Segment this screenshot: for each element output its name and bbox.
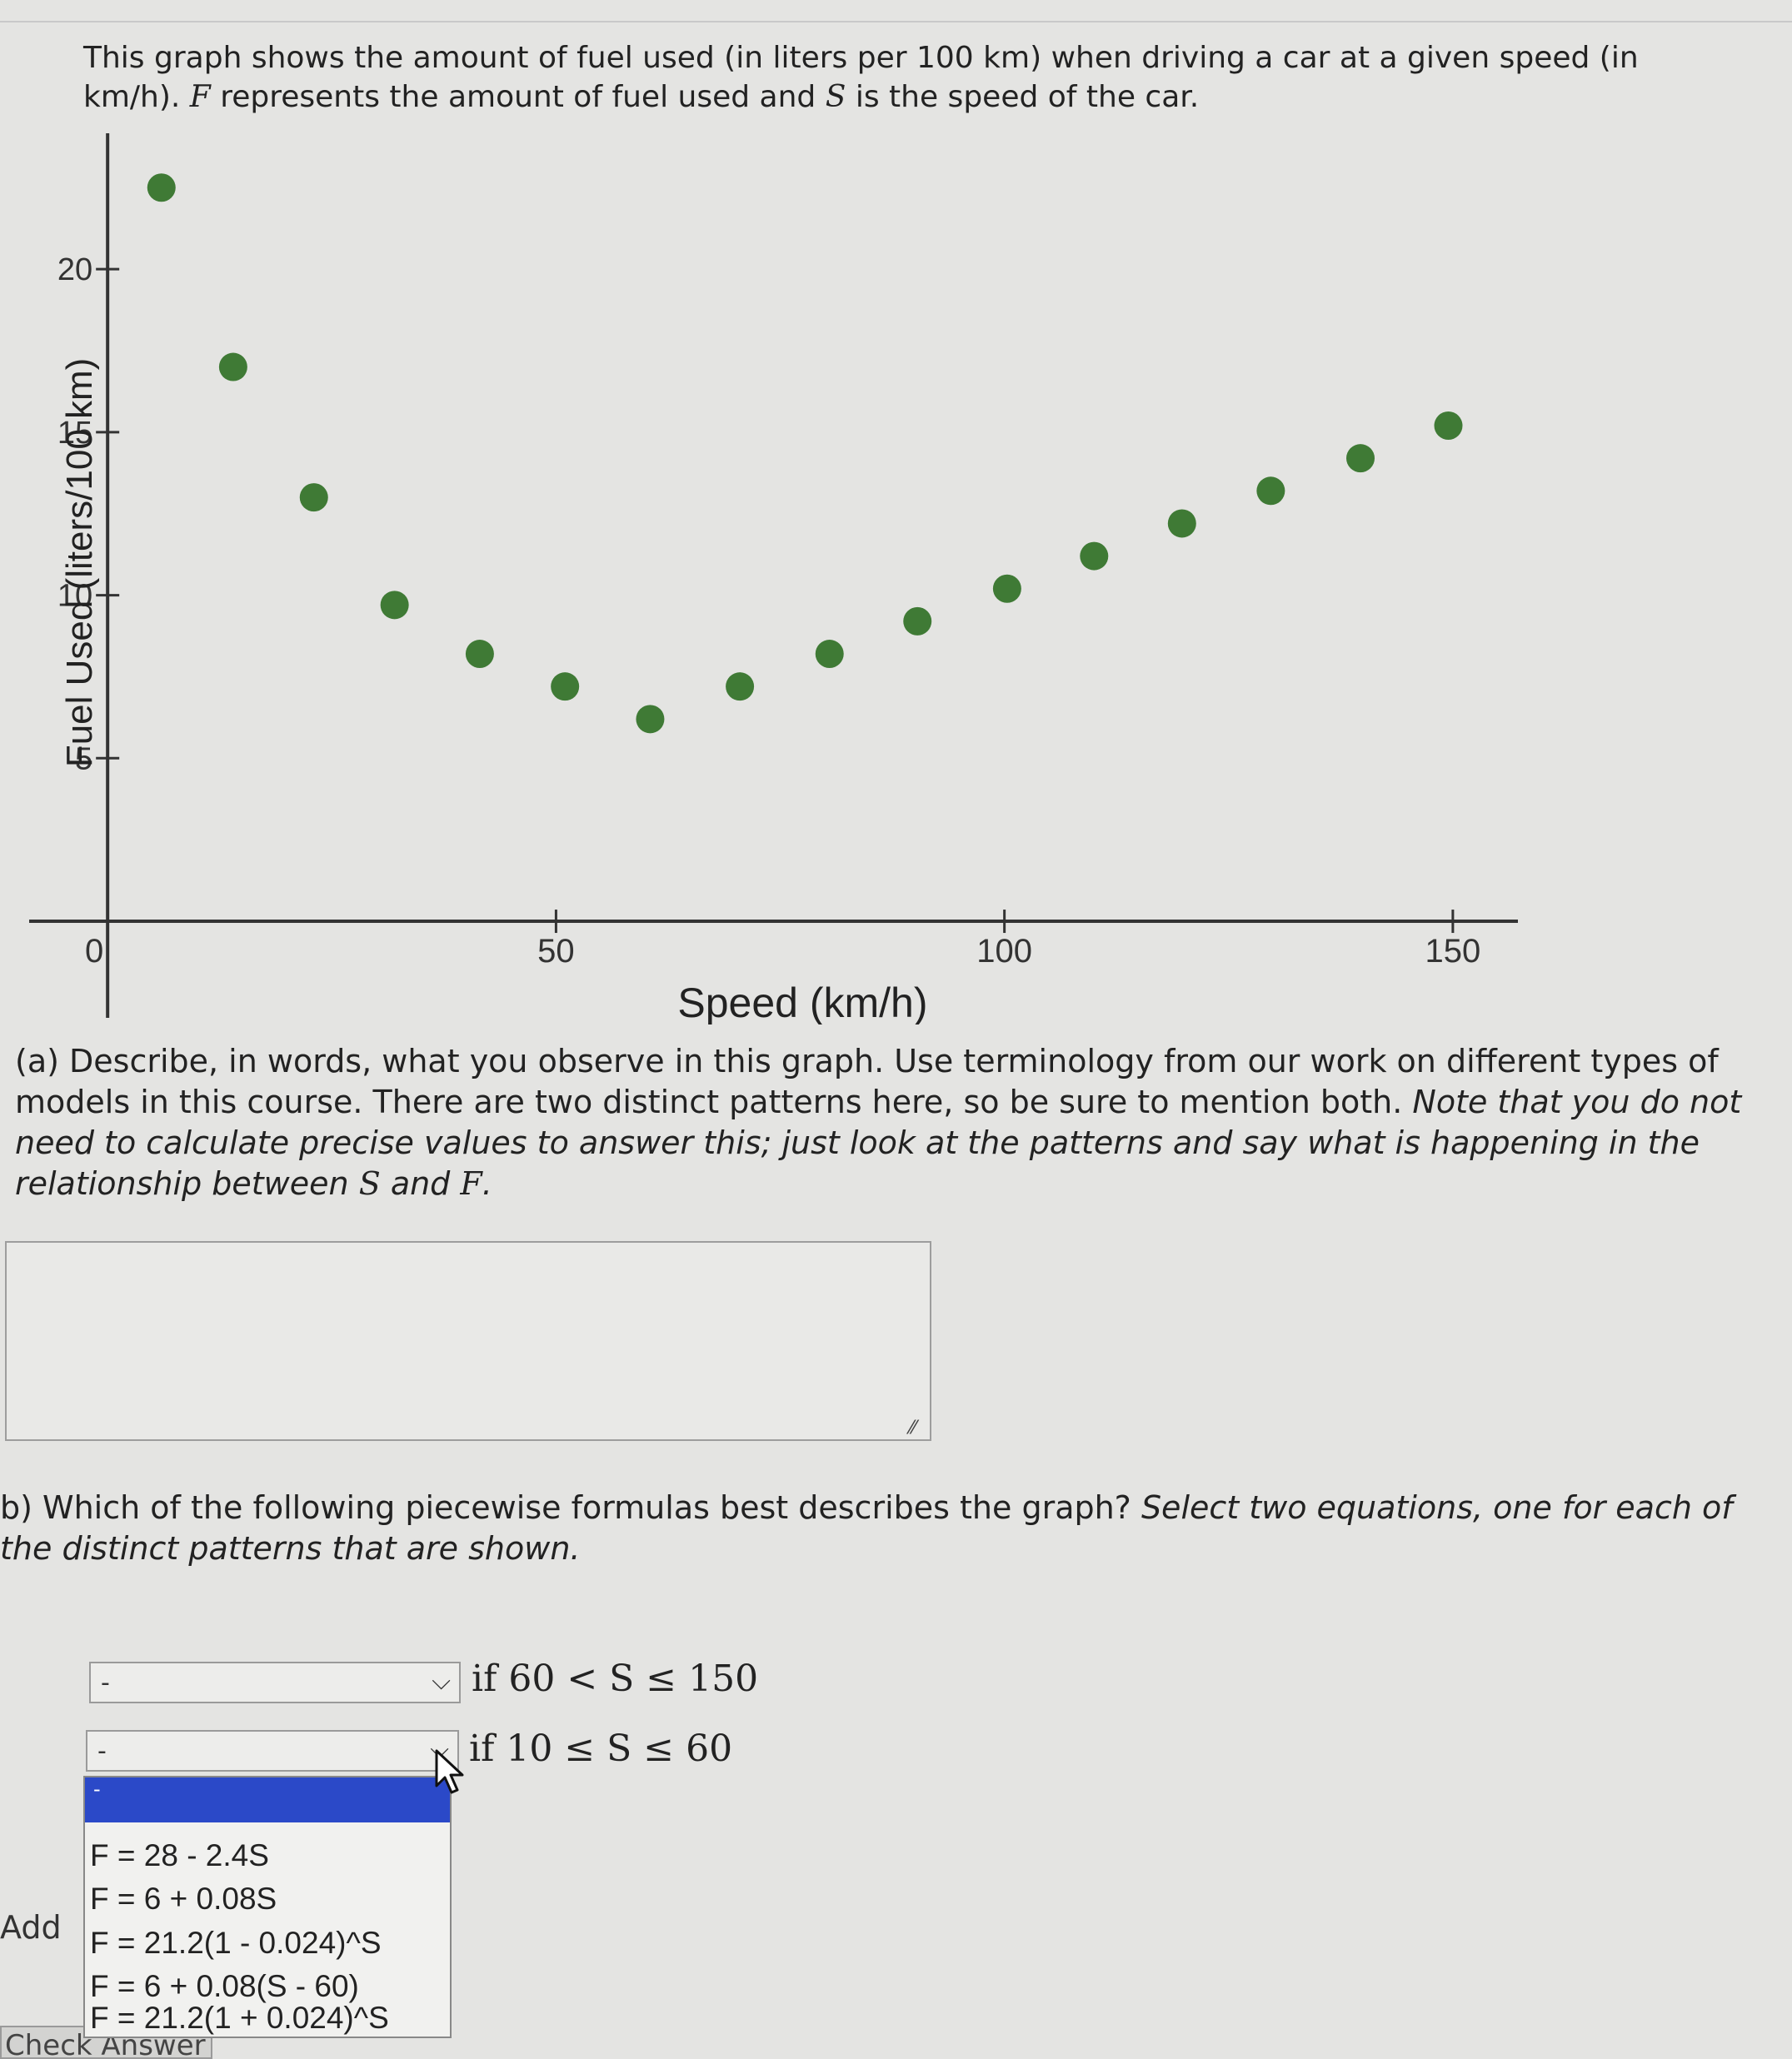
condition-lower: if 10 ≤ S ≤ 60 (469, 1727, 733, 1770)
data-point (1434, 411, 1463, 441)
x-tick-label: 100 (976, 933, 1032, 970)
question-b-text: b) Which of the following piecewise form… (0, 1489, 1141, 1526)
dropdown-option[interactable]: F = 6 + 0.08(S - 60) (90, 1969, 359, 2003)
mouse-pointer-icon (435, 1749, 464, 1794)
dropdown-option[interactable]: F = 21.2(1 + 0.024)^S (90, 2001, 389, 2035)
fuel-speed-scatter-chart: 5 10 15 20 0 50 100 150 Speed (km/h) Fuel Used (l… (29, 133, 1518, 1025)
x-tick-label: 0 (85, 933, 103, 970)
question-a: (a) Describe, in words, what you observe… (15, 1041, 1748, 1204)
data-point (465, 640, 494, 669)
intro-text-2: represents the amount of fuel used and (210, 80, 826, 114)
select-value: - (101, 1668, 110, 1698)
x-tick-label: 50 (537, 933, 575, 970)
data-point (1346, 444, 1375, 473)
question-b-instruction: Select two equations, one for each of th… (0, 1489, 1733, 1567)
dropdown-option-blank[interactable]: - (85, 1777, 450, 1822)
dropdown-option[interactable]: F = 6 + 0.08S (90, 1882, 277, 1916)
y-tick-label: 15 (57, 416, 92, 451)
data-point (1256, 476, 1285, 506)
y-tick-label: 10 (57, 579, 92, 614)
data-point (380, 591, 409, 620)
y-tick-label: 20 (57, 252, 92, 287)
y-tick-label: 5 (75, 741, 92, 776)
question-b: b) Which of the following piecewise form… (0, 1488, 1750, 1569)
data-point (147, 173, 176, 202)
dropdown-option[interactable]: F = 28 - 2.4S (90, 1838, 269, 1872)
problem-intro: This graph shows the amount of fuel used… (83, 38, 1666, 117)
question-a-period: . (482, 1165, 492, 1202)
data-point (992, 574, 1021, 603)
variable-f: F (189, 80, 211, 114)
variable-s: S (825, 80, 846, 114)
data-point (815, 640, 844, 669)
resize-handle-icon[interactable]: ⁄⁄ (910, 1418, 916, 1438)
intro-text-3: is the speed of the car. (846, 80, 1200, 114)
question-a-variable-s: S (358, 1165, 381, 1202)
question-a-variable-f: F (460, 1165, 482, 1202)
condition-upper: if 60 < S ≤ 150 (472, 1658, 759, 1700)
answer-a-textarea[interactable] (5, 1241, 931, 1441)
x-tick-label: 150 (1425, 933, 1481, 970)
formula-select-upper[interactable]: - ⌵ (89, 1662, 461, 1703)
intro-text-1: This graph shows the amount of fuel used… (83, 41, 1639, 114)
y-axis-label: Fuel Used (liters/100 km) (59, 358, 100, 767)
question-a-note: Note that you do not need to calculate p… (15, 1084, 1742, 1202)
chevron-down-icon: ⌵ (432, 1667, 451, 1696)
data-point (1080, 541, 1109, 571)
select-value: - (97, 1737, 107, 1766)
add-label: Add (0, 1909, 62, 1946)
data-point (726, 672, 755, 701)
question-a-text-1: (a) Describe, in words, what you observe… (15, 1043, 1719, 1120)
formula-dropdown-list: - F = 28 - 2.4S F = 6 + 0.08S F = 21.2(1… (83, 1776, 452, 2038)
data-point (636, 705, 665, 734)
data-point (299, 483, 328, 512)
data-point (1167, 509, 1196, 538)
data-point (218, 352, 247, 381)
dropdown-option[interactable]: F = 21.2(1 - 0.024)^S (90, 1926, 382, 1960)
question-a-and: and (380, 1165, 461, 1202)
x-axis-label: Speed (km/h) (677, 980, 927, 1025)
data-point (551, 672, 580, 701)
data-point (903, 606, 932, 636)
formula-select-lower[interactable]: - ⌵ (86, 1730, 459, 1772)
top-divider (0, 21, 1792, 22)
